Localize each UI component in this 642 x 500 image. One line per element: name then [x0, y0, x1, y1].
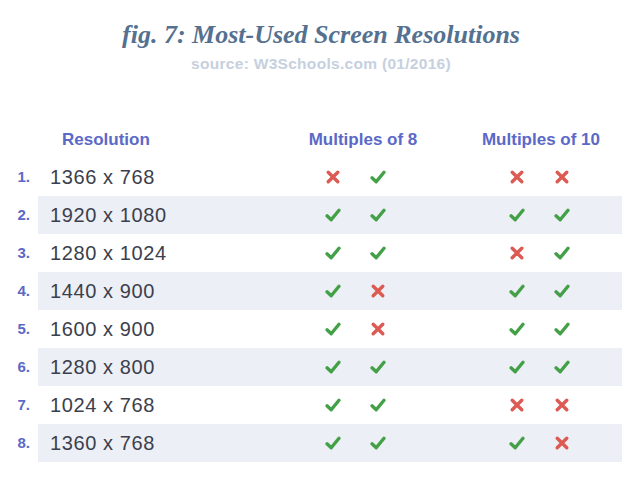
row-multiples-of-8-marks: [324, 196, 387, 234]
row-resolution: 1280 x 800: [50, 348, 155, 386]
row-rank: 5.: [0, 310, 30, 348]
table-row: 8. 1360 x 768: [0, 424, 642, 462]
check-icon: [553, 244, 571, 262]
row-rank: 1.: [0, 158, 30, 196]
check-icon: [369, 244, 387, 262]
check-icon: [324, 206, 342, 224]
table-row: 7. 1024 x 768: [0, 386, 642, 424]
row-multiples-of-10-marks: [508, 234, 571, 272]
column-header-multiples-of-10: Multiples of 10: [481, 130, 601, 150]
check-icon: [369, 206, 387, 224]
check-icon: [553, 358, 571, 376]
row-multiples-of-10-marks: [508, 348, 571, 386]
check-icon: [369, 434, 387, 452]
check-icon: [508, 434, 526, 452]
cross-icon: [369, 320, 387, 338]
figure-source-subtitle: source: W3Schools.com (01/2016): [0, 55, 642, 73]
check-icon: [553, 282, 571, 300]
check-icon: [324, 434, 342, 452]
row-resolution: 1920 x 1080: [50, 196, 167, 234]
row-resolution: 1024 x 768: [50, 386, 155, 424]
table-row: 3. 1280 x 1024: [0, 234, 642, 272]
table-header-row: Resolution Multiples of 8 Multiples of 1…: [0, 130, 642, 152]
cross-icon: [553, 396, 571, 414]
row-rank: 2.: [0, 196, 30, 234]
row-multiples-of-10-marks: [508, 424, 571, 462]
row-multiples-of-8-marks: [324, 272, 387, 310]
row-rank: 8.: [0, 424, 30, 462]
row-rank: 3.: [0, 234, 30, 272]
row-multiples-of-8-marks: [324, 348, 387, 386]
table-row: 2. 1920 x 1080: [0, 196, 642, 234]
cross-icon: [508, 168, 526, 186]
row-multiples-of-10-marks: [508, 272, 571, 310]
row-resolution: 1440 x 900: [50, 272, 155, 310]
check-icon: [324, 358, 342, 376]
check-icon: [508, 206, 526, 224]
row-multiples-of-10-marks: [508, 386, 571, 424]
check-icon: [553, 206, 571, 224]
table-row: 5. 1600 x 900: [0, 310, 642, 348]
check-icon: [369, 396, 387, 414]
row-multiples-of-8-marks: [324, 424, 387, 462]
check-icon: [324, 320, 342, 338]
cross-icon: [508, 244, 526, 262]
row-multiples-of-8-marks: [324, 158, 387, 196]
check-icon: [553, 320, 571, 338]
table-row: 6. 1280 x 800: [0, 348, 642, 386]
row-resolution: 1360 x 768: [50, 424, 155, 462]
check-icon: [508, 282, 526, 300]
row-multiples-of-10-marks: [508, 310, 571, 348]
row-resolution: 1600 x 900: [50, 310, 155, 348]
cross-icon: [369, 282, 387, 300]
row-multiples-of-8-marks: [324, 234, 387, 272]
figure-title: fig. 7: Most-Used Screen Resolutions: [0, 20, 642, 50]
check-icon: [324, 282, 342, 300]
row-multiples-of-10-marks: [508, 196, 571, 234]
table-row: 1. 1366 x 768: [0, 158, 642, 196]
figure-canvas: fig. 7: Most-Used Screen Resolutions sou…: [0, 0, 642, 500]
row-resolution: 1280 x 1024: [50, 234, 167, 272]
table-rows: 1. 1366 x 768 2. 1920 x 1080 3. 1280 x 1…: [0, 158, 642, 462]
cross-icon: [553, 434, 571, 452]
table-row: 4. 1440 x 900: [0, 272, 642, 310]
column-header-multiples-of-8: Multiples of 8: [303, 130, 423, 150]
check-icon: [369, 358, 387, 376]
cross-icon: [553, 168, 571, 186]
row-rank: 4.: [0, 272, 30, 310]
check-icon: [324, 396, 342, 414]
cross-icon: [508, 396, 526, 414]
check-icon: [508, 358, 526, 376]
row-rank: 6.: [0, 348, 30, 386]
row-multiples-of-8-marks: [324, 386, 387, 424]
cross-icon: [324, 168, 342, 186]
check-icon: [369, 168, 387, 186]
row-multiples-of-10-marks: [508, 158, 571, 196]
check-icon: [324, 244, 342, 262]
column-header-resolution: Resolution: [62, 130, 150, 150]
check-icon: [508, 320, 526, 338]
row-rank: 7.: [0, 386, 30, 424]
row-resolution: 1366 x 768: [50, 158, 155, 196]
row-multiples-of-8-marks: [324, 310, 387, 348]
